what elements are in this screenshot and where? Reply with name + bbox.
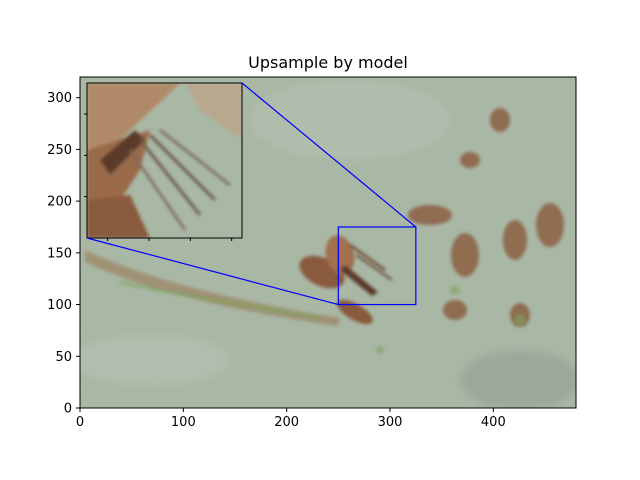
y-axis: 0 50 100 150 200 250 300	[47, 91, 80, 417]
x-tick-label: 200	[274, 415, 299, 430]
chart-title: Upsample by model	[248, 53, 408, 72]
x-tick-label: 100	[171, 415, 196, 430]
y-tick-label: 300	[47, 91, 72, 106]
zoom-connector-top	[241, 82, 417, 228]
y-tick-label: 0	[64, 402, 72, 417]
y-tick-label: 150	[47, 246, 72, 261]
x-tick-label: 400	[481, 415, 506, 430]
y-tick-label: 50	[55, 350, 72, 365]
inset-ticks	[84, 113, 233, 241]
x-axis: 0 100 200 300 400	[76, 408, 506, 430]
zoom-connector-bottom	[86, 237, 339, 306]
main-image	[80, 77, 576, 408]
y-tick-label: 100	[47, 298, 72, 313]
x-tick-label: 0	[76, 415, 84, 430]
x-tick-label: 300	[378, 415, 403, 430]
y-tick-label: 200	[47, 195, 72, 210]
inset-frame	[86, 82, 243, 239]
y-tick-label: 250	[47, 143, 72, 158]
zoom-region-box	[337, 226, 417, 306]
main-image-frame	[79, 76, 577, 409]
inset-image	[87, 83, 242, 238]
